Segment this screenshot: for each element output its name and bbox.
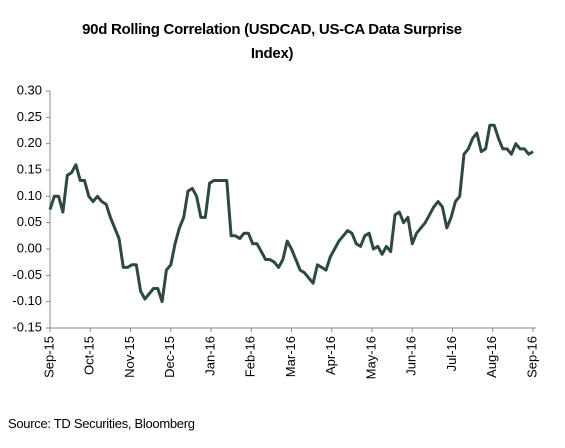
x-tick-label: Sep-15 — [41, 336, 56, 378]
x-tick-label: May-16 — [363, 336, 378, 379]
y-tick-label: -0.10 — [12, 293, 42, 308]
x-tick-label: Sep-16 — [524, 336, 539, 378]
y-tick-label: 0.10 — [17, 188, 42, 203]
source-note: Source: TD Securities, Bloomberg — [8, 416, 195, 431]
x-tick-label: Jun-16 — [404, 336, 419, 376]
series-line — [48, 123, 534, 304]
y-tick-label: 0.25 — [17, 109, 42, 124]
y-tick-label: 0.30 — [17, 82, 42, 97]
y-tick-label: 0.20 — [17, 135, 42, 150]
y-tick-label: 0.05 — [17, 214, 42, 229]
x-tick-label: Nov-15 — [122, 336, 137, 378]
x-tick-label: Mar-16 — [283, 336, 298, 377]
x-tick-label: Jan-16 — [202, 336, 217, 376]
x-tick-label: Jul-16 — [444, 336, 459, 371]
chart-title: 90d Rolling Correlation (USDCAD, US-CA D… — [82, 21, 462, 62]
y-tick-label: -0.05 — [12, 267, 42, 282]
x-tick-label: Aug-16 — [484, 336, 499, 378]
y-tick-label: 0.15 — [17, 161, 42, 176]
x-tick-label: Oct-15 — [82, 336, 97, 375]
x-tick-label: Dec-15 — [162, 336, 177, 378]
y-tick-label: -0.15 — [12, 319, 42, 334]
x-tick-label: Feb-16 — [243, 336, 258, 377]
y-tick-label: 0.00 — [17, 240, 42, 255]
x-tick-label: Apr-16 — [323, 336, 338, 375]
